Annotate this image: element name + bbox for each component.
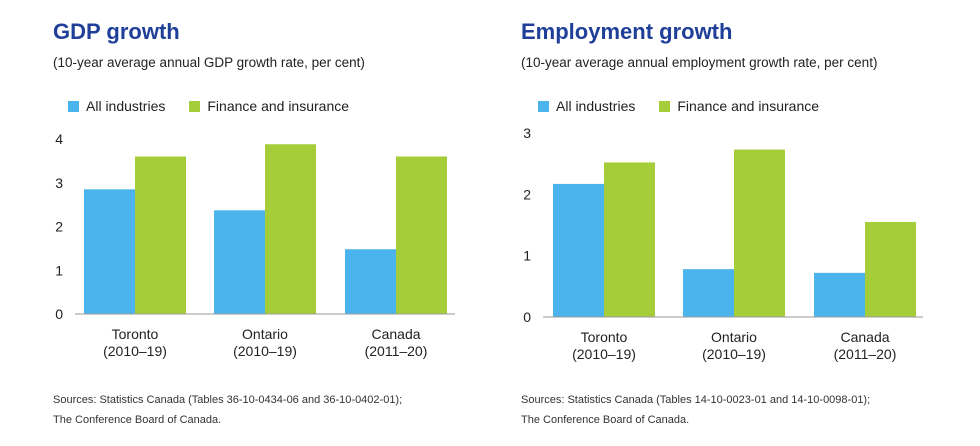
legend-swatch-finance <box>659 100 671 112</box>
chart-source: Sources: Statistics Canada (Tables 36-10… <box>53 390 402 430</box>
source-line: Sources: Statistics Canada (Tables 36-10… <box>53 394 403 406</box>
legend-item-all-industries: All industries <box>538 98 635 114</box>
bar-finance-insurance <box>865 221 916 317</box>
bar-finance-insurance <box>135 156 186 314</box>
legend-item-finance: Finance and insurance <box>659 98 819 114</box>
x-category-period-label: (2011–20) <box>365 343 428 359</box>
bar-all-industries <box>345 249 396 314</box>
bar-finance-insurance <box>604 162 655 317</box>
employment-growth-panel: Employment growth (10-year average annua… <box>490 0 960 446</box>
legend-label: Finance and insurance <box>207 98 350 114</box>
chart-title: Employment growth <box>521 19 733 44</box>
legend-swatch-finance <box>189 100 201 112</box>
legend-swatch-all-industries <box>538 100 549 112</box>
y-tick-label: 3 <box>55 175 63 191</box>
x-category-period-label: (2010–19) <box>572 346 636 362</box>
bar-finance-insurance <box>396 156 447 314</box>
y-tick-label: 1 <box>55 262 63 278</box>
chart-source: Sources: Statistics Canada (Tables 14-10… <box>521 390 870 430</box>
x-category-period-label: (2010–19) <box>702 346 766 362</box>
bar-all-industries <box>84 189 135 314</box>
y-tick-label: 2 <box>55 219 63 235</box>
x-category-period-label: (2011–20) <box>834 346 897 362</box>
legend-item-all-industries: All industries <box>68 98 165 114</box>
legend-swatch-all-industries <box>68 100 79 112</box>
source-line: The Conference Board of Canada. <box>53 414 222 426</box>
chart-subtitle: (10-year average annual GDP growth rate,… <box>53 55 365 70</box>
bar-all-industries <box>814 272 865 317</box>
gdp-bar-chart: 01234Toronto(2010–19)Ontario(2010–19)Can… <box>55 131 455 359</box>
chart-subtitle: (10-year average annual employment growt… <box>521 55 878 70</box>
x-category-period-label: (2010–19) <box>233 343 297 359</box>
y-tick-label: 0 <box>523 309 531 325</box>
y-tick-label: 4 <box>55 131 63 147</box>
y-tick-label: 3 <box>523 125 531 141</box>
x-category-label: Toronto <box>112 326 159 342</box>
x-category-label: Ontario <box>242 326 288 342</box>
gdp-growth-panel: GDP growth (10-year average annual GDP g… <box>0 0 470 446</box>
bar-finance-insurance <box>734 149 785 317</box>
chart-legend: All industries Finance and insurance <box>538 98 843 114</box>
x-category-label: Toronto <box>581 329 628 345</box>
bar-all-industries <box>553 183 604 317</box>
legend-item-finance: Finance and insurance <box>189 98 349 114</box>
chart-legend: All industries Finance and insurance <box>68 98 373 114</box>
x-category-label: Canada <box>371 326 420 342</box>
legend-label: All industries <box>86 98 166 114</box>
bar-all-industries <box>683 269 734 317</box>
legend-label: Finance and insurance <box>677 98 820 114</box>
employment-bar-chart: 0123Toronto(2010–19)Ontario(2010–19)Cana… <box>523 125 923 362</box>
source-line: Sources: Statistics Canada (Tables 14-10… <box>521 394 871 406</box>
x-category-label: Canada <box>840 329 889 345</box>
bar-all-industries <box>214 210 265 314</box>
bar-finance-insurance <box>265 144 316 314</box>
y-tick-label: 1 <box>523 248 531 264</box>
source-line: The Conference Board of Canada. <box>521 414 690 426</box>
y-tick-label: 2 <box>523 186 531 202</box>
legend-label: All industries <box>556 98 636 114</box>
x-category-period-label: (2010–19) <box>103 343 167 359</box>
y-tick-label: 0 <box>55 306 63 322</box>
x-category-label: Ontario <box>711 329 757 345</box>
chart-title: GDP growth <box>53 19 180 44</box>
